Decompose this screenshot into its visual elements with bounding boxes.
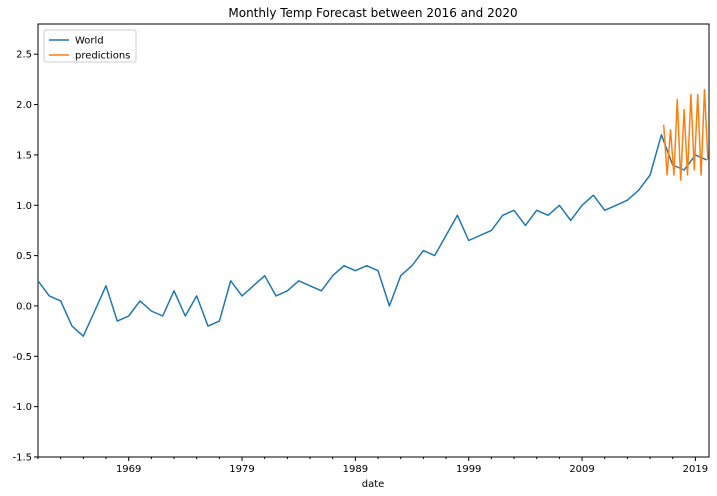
chart-title: Monthly Temp Forecast between 2016 and 2… <box>228 6 517 20</box>
y-tick-label: 2.5 <box>16 50 32 61</box>
y-tick-label: 0.0 <box>16 301 32 312</box>
y-tick-label: 1.0 <box>16 201 32 212</box>
x-axis: 1969 1979 1989 1999 2009 2019 <box>37 457 708 475</box>
x-tick-label: 1979 <box>229 464 254 475</box>
plot-area-frame <box>37 23 710 458</box>
series-line-predictions <box>662 88 709 181</box>
y-tick-label: 2.0 <box>16 100 32 111</box>
legend-box <box>43 29 137 63</box>
legend: World predictions <box>43 29 137 63</box>
y-tick-label: 0.5 <box>16 251 32 262</box>
x-tick-label: 2019 <box>683 464 708 475</box>
x-tick-label: 1989 <box>343 464 368 475</box>
x-axis-label: date <box>362 479 385 490</box>
x-tick-label: 2009 <box>569 464 594 475</box>
y-tick-label: -0.5 <box>12 352 32 363</box>
series-layer <box>37 88 709 337</box>
legend-label: World <box>75 36 104 47</box>
legend-label: predictions <box>75 51 130 62</box>
y-axis: -1.5 -1.0 -0.5 0.0 0.5 1.0 1.5 2.0 2.5 <box>12 50 38 464</box>
y-tick-label: -1.0 <box>12 402 32 413</box>
x-tick-label: 1999 <box>456 464 481 475</box>
x-tick-label: 1969 <box>116 464 141 475</box>
series-line-world <box>37 134 708 337</box>
y-tick-label: -1.5 <box>12 453 32 464</box>
y-tick-label: 1.5 <box>16 150 32 161</box>
